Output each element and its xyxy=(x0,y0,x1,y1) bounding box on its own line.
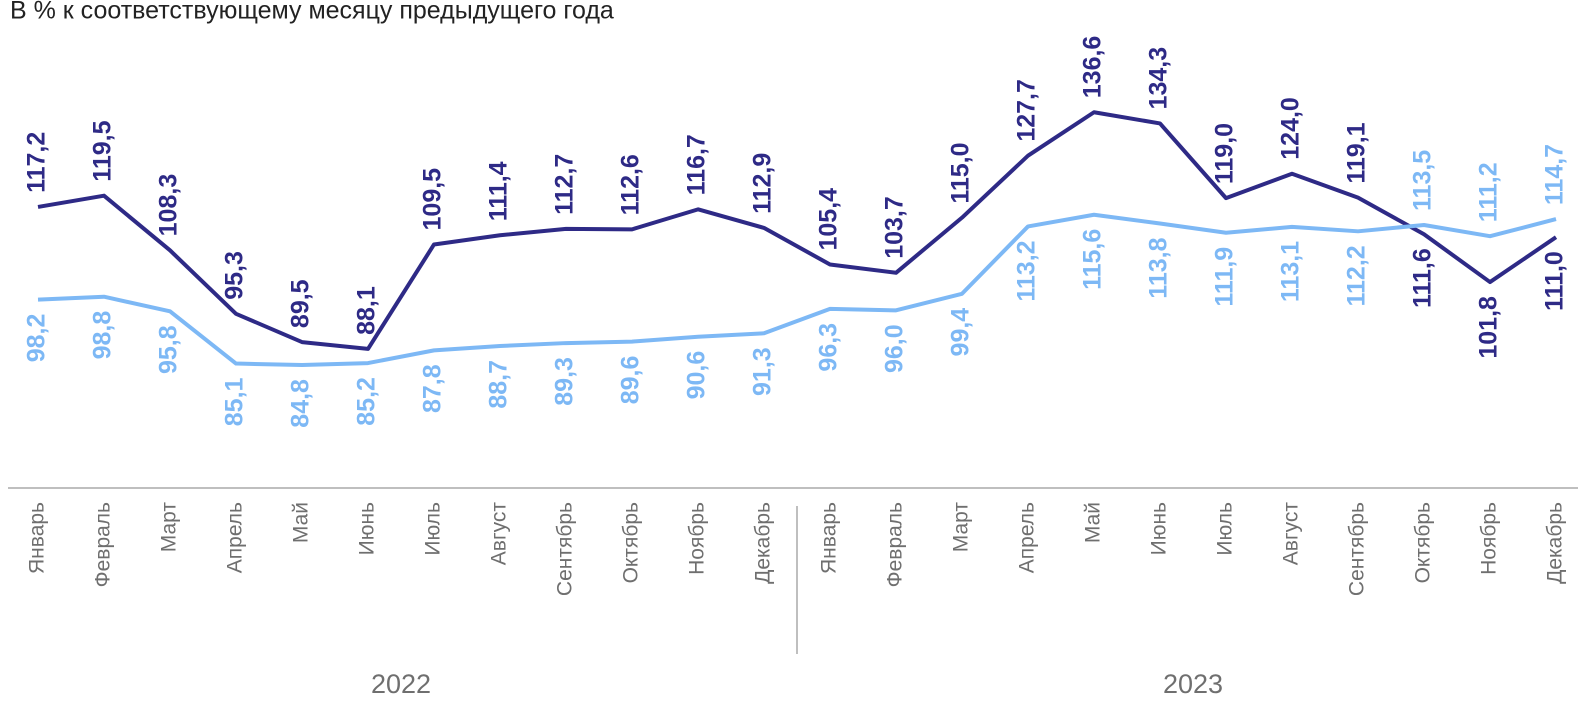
data-label: 112,7 xyxy=(551,154,579,215)
data-label: 113,1 xyxy=(1277,241,1305,302)
x-tick-label: Апрель xyxy=(224,502,247,573)
data-label: 115,6 xyxy=(1079,229,1107,290)
x-tick-label: Январь xyxy=(26,502,49,574)
data-label: 116,7 xyxy=(683,134,711,195)
x-tick-label: Апрель xyxy=(1016,502,1039,573)
x-tick-label: Февраль xyxy=(884,502,907,587)
data-label: 99,4 xyxy=(947,308,975,357)
x-tick-label: Июль xyxy=(422,502,445,556)
data-label: 115,0 xyxy=(947,142,975,203)
x-tick-label: Июль xyxy=(1214,502,1237,556)
data-label: 89,6 xyxy=(617,356,645,405)
x-tick-label: Сентябрь xyxy=(554,502,577,596)
data-label: 119,5 xyxy=(89,120,117,181)
data-label: 89,3 xyxy=(551,357,579,406)
data-label: 111,6 xyxy=(1409,248,1437,308)
x-tick-label: Август xyxy=(1280,502,1303,566)
x-tick-label: Июнь xyxy=(356,502,379,555)
data-label: 136,6 xyxy=(1079,36,1107,99)
group-label: 2022 xyxy=(371,669,431,699)
data-label: 95,8 xyxy=(155,325,183,374)
data-label: 117,2 xyxy=(23,132,51,193)
data-label: 89,5 xyxy=(287,279,315,328)
data-label: 88,1 xyxy=(353,286,381,335)
x-tick-label: Ноябрь xyxy=(686,502,709,575)
data-label: 113,2 xyxy=(1013,240,1041,301)
data-label: 119,1 xyxy=(1343,122,1371,183)
line xyxy=(37,110,1558,351)
data-label: 109,5 xyxy=(419,168,447,231)
data-label: 90,6 xyxy=(683,351,711,400)
data-label: 112,2 xyxy=(1343,245,1371,306)
x-tick-label: Октябрь xyxy=(1412,502,1435,583)
x-tick-label: Июнь xyxy=(1148,502,1171,555)
x-tick-label: Октябрь xyxy=(620,502,643,583)
data-label: 85,2 xyxy=(353,377,381,426)
x-tick-label: Май xyxy=(1082,502,1105,543)
data-label: 112,9 xyxy=(749,153,777,214)
x-tick-label: Сентябрь xyxy=(1346,502,1369,596)
data-label: 103,7 xyxy=(881,196,909,259)
data-label: 108,3 xyxy=(155,174,183,237)
data-label: 113,5 xyxy=(1409,150,1437,211)
x-tick-label: Декабрь xyxy=(752,502,775,584)
data-label: 88,7 xyxy=(485,360,513,409)
data-label: 91,3 xyxy=(749,347,777,396)
data-label: 119,0 xyxy=(1211,123,1239,184)
data-label: 96,0 xyxy=(881,324,909,373)
data-label: 114,7 xyxy=(1541,144,1569,205)
data-label: 95,3 xyxy=(221,251,249,300)
group-label: 2023 xyxy=(1163,669,1223,699)
data-label: 111,9 xyxy=(1211,247,1239,307)
data-label: 98,2 xyxy=(23,314,51,363)
data-label: 105,4 xyxy=(815,188,843,251)
data-label: 98,8 xyxy=(89,311,117,360)
x-tick-label: Январь xyxy=(818,502,841,574)
x-tick-label: Ноябрь xyxy=(1478,502,1501,575)
data-label: 85,1 xyxy=(221,377,249,426)
data-label: 113,8 xyxy=(1145,237,1173,298)
line xyxy=(37,212,1557,368)
data-label: 84,8 xyxy=(287,379,315,428)
data-label: 134,3 xyxy=(1145,47,1173,110)
data-label: 101,8 xyxy=(1475,296,1503,359)
x-tick-label: Март xyxy=(950,502,973,553)
chart-subtitle: В % к соответствующему месяцу предыдущег… xyxy=(10,0,614,25)
x-tick-label: Август xyxy=(488,502,511,566)
data-label: 96,3 xyxy=(815,323,843,372)
data-label: 124,0 xyxy=(1277,97,1305,160)
data-label: 127,7 xyxy=(1013,79,1041,142)
data-label: 111,0 xyxy=(1541,251,1569,311)
data-label: 87,8 xyxy=(419,364,447,413)
data-label: 112,6 xyxy=(617,154,645,215)
data-label: 111,4 xyxy=(485,161,513,221)
x-tick-label: Март xyxy=(158,502,181,553)
x-tick-label: Февраль xyxy=(92,502,115,587)
x-tick-label: Май xyxy=(290,502,313,543)
x-tick-label: Декабрь xyxy=(1544,502,1567,584)
data-label: 111,2 xyxy=(1475,162,1503,222)
